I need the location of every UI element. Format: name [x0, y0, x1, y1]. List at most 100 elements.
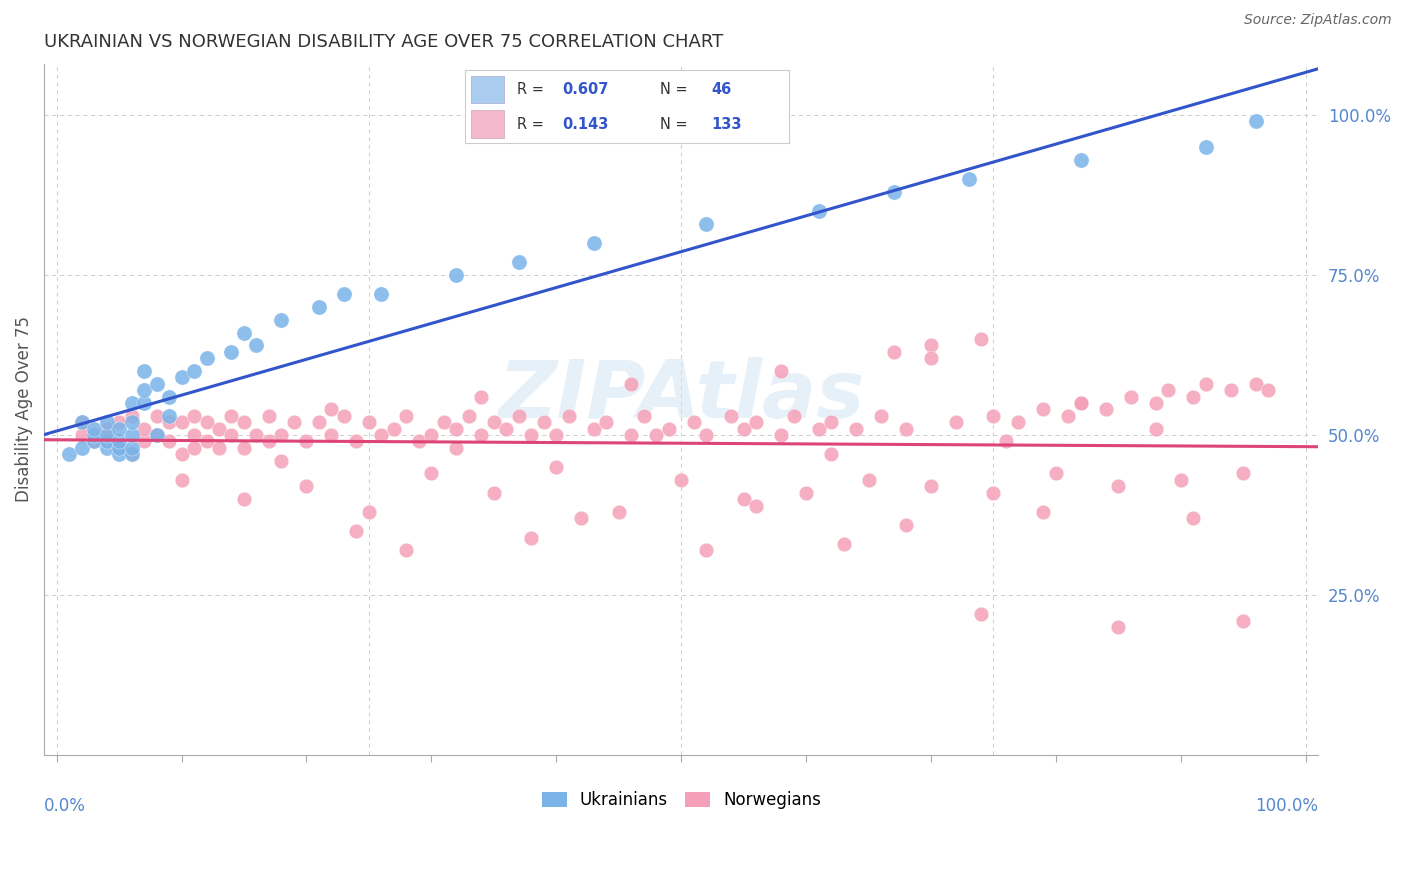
Ukrainians: [83, 428, 105, 442]
Norwegians: [145, 409, 167, 423]
Ukrainians: [221, 344, 243, 359]
Norwegians: [569, 511, 592, 525]
Norwegians: [720, 409, 742, 423]
Ukrainians: [1244, 114, 1267, 128]
Ukrainians: [446, 268, 468, 282]
Ukrainians: [370, 287, 392, 301]
Norwegians: [108, 441, 131, 455]
Text: ZIPAtlas: ZIPAtlas: [498, 357, 865, 434]
Norwegians: [1182, 511, 1205, 525]
Norwegians: [695, 543, 717, 558]
Ukrainians: [96, 415, 118, 429]
Norwegians: [520, 428, 543, 442]
Norwegians: [470, 428, 492, 442]
Norwegians: [370, 428, 392, 442]
Ukrainians: [270, 312, 292, 326]
Norwegians: [894, 517, 917, 532]
Norwegians: [645, 428, 668, 442]
Ukrainians: [83, 434, 105, 449]
Norwegians: [233, 415, 256, 429]
Norwegians: [357, 505, 380, 519]
Norwegians: [894, 422, 917, 436]
Ukrainians: [195, 351, 218, 366]
Norwegians: [546, 460, 568, 475]
Norwegians: [1195, 376, 1218, 391]
Ukrainians: [96, 434, 118, 449]
Norwegians: [1095, 402, 1118, 417]
Norwegians: [770, 428, 793, 442]
Norwegians: [420, 428, 443, 442]
Ukrainians: [145, 376, 167, 391]
Norwegians: [820, 415, 842, 429]
Norwegians: [295, 479, 318, 493]
Norwegians: [208, 422, 231, 436]
Norwegians: [669, 473, 692, 487]
Ukrainians: [121, 447, 143, 461]
Norwegians: [121, 447, 143, 461]
Norwegians: [495, 422, 517, 436]
Norwegians: [1007, 415, 1029, 429]
Norwegians: [620, 376, 643, 391]
Norwegians: [257, 409, 280, 423]
Norwegians: [195, 415, 218, 429]
Norwegians: [1032, 402, 1054, 417]
Norwegians: [533, 415, 555, 429]
Text: 100.0%: 100.0%: [1256, 797, 1319, 815]
Norwegians: [208, 441, 231, 455]
Norwegians: [283, 415, 305, 429]
Norwegians: [245, 428, 267, 442]
Norwegians: [1107, 620, 1129, 634]
Ukrainians: [108, 441, 131, 455]
Norwegians: [1232, 467, 1254, 481]
Norwegians: [108, 415, 131, 429]
Ukrainians: [883, 185, 905, 199]
Norwegians: [195, 434, 218, 449]
Ukrainians: [108, 447, 131, 461]
Norwegians: [770, 364, 793, 378]
Norwegians: [820, 447, 842, 461]
Norwegians: [745, 499, 768, 513]
Norwegians: [970, 607, 993, 622]
Norwegians: [920, 351, 942, 366]
Ukrainians: [1195, 140, 1218, 154]
Norwegians: [433, 415, 456, 429]
Norwegians: [1057, 409, 1080, 423]
Norwegians: [270, 428, 292, 442]
Norwegians: [70, 428, 93, 442]
Norwegians: [132, 422, 155, 436]
Norwegians: [482, 415, 505, 429]
Norwegians: [1244, 376, 1267, 391]
Text: UKRAINIAN VS NORWEGIAN DISABILITY AGE OVER 75 CORRELATION CHART: UKRAINIAN VS NORWEGIAN DISABILITY AGE OV…: [44, 33, 723, 51]
Norwegians: [295, 434, 318, 449]
Norwegians: [1144, 396, 1167, 410]
Norwegians: [1157, 383, 1180, 397]
Ukrainians: [157, 409, 180, 423]
Ukrainians: [96, 428, 118, 442]
Norwegians: [794, 485, 817, 500]
Ukrainians: [58, 447, 80, 461]
Ukrainians: [121, 428, 143, 442]
Norwegians: [994, 434, 1017, 449]
Norwegians: [183, 428, 205, 442]
Norwegians: [157, 434, 180, 449]
Norwegians: [170, 473, 193, 487]
Norwegians: [96, 428, 118, 442]
Norwegians: [344, 434, 367, 449]
Norwegians: [1257, 383, 1279, 397]
Norwegians: [733, 422, 755, 436]
Norwegians: [96, 422, 118, 436]
Norwegians: [858, 473, 880, 487]
Norwegians: [395, 543, 418, 558]
Norwegians: [420, 467, 443, 481]
Ukrainians: [957, 171, 980, 186]
Norwegians: [1219, 383, 1241, 397]
Ukrainians: [233, 326, 256, 340]
Ukrainians: [132, 396, 155, 410]
Norwegians: [321, 428, 343, 442]
Norwegians: [1144, 422, 1167, 436]
Norwegians: [170, 415, 193, 429]
Norwegians: [1119, 390, 1142, 404]
Y-axis label: Disability Age Over 75: Disability Age Over 75: [15, 317, 32, 502]
Ukrainians: [582, 235, 605, 250]
Norwegians: [270, 453, 292, 467]
